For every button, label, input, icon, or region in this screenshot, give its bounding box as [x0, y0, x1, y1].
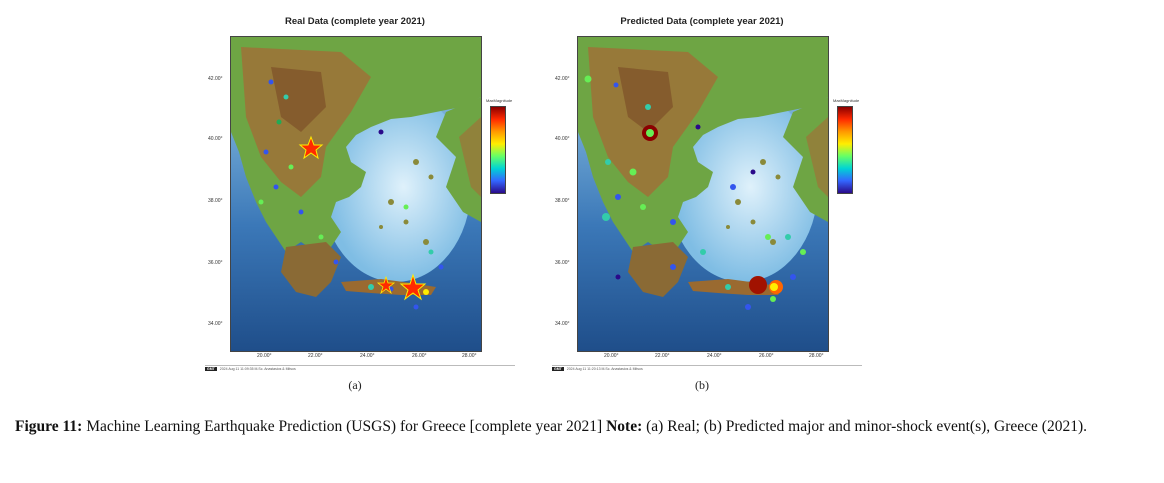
lat-tick: 42.00° [555, 76, 570, 82]
gmt-badge: GMT [205, 367, 217, 371]
lon-tick: 26.00° [759, 353, 774, 359]
caption-text: Machine Learning Earthquake Prediction (… [82, 418, 607, 435]
event-markers [258, 79, 444, 310]
footer: GMT 2024 Aug 11 11:09:35 M.Sc. Anastasios… [205, 365, 515, 371]
panel-title: Predicted Data (complete year 2021) [620, 16, 784, 27]
lat-tick: 34.00° [555, 321, 570, 327]
lat-tick: 34.00° [208, 321, 223, 327]
colorbar-label: MaxMagnitude [486, 98, 513, 103]
lat-tick: 38.00° [555, 198, 570, 204]
lon-tick: 28.00° [809, 353, 824, 359]
lat-tick: 36.00° [208, 260, 223, 266]
panel-title: Real Data (complete year 2021) [285, 16, 425, 27]
footer-text: 2024 Aug 11 11:20:13 M.Sc. Anastasios & … [566, 367, 643, 371]
footer: GMT 2024 Aug 11 11:20:13 M.Sc. Anastasios… [552, 365, 862, 371]
panel-sublabel: (a) [348, 378, 362, 392]
lat-tick: 40.00° [555, 136, 570, 142]
gmt-badge: GMT [552, 367, 564, 371]
colorbar-label: MaxMagnitude [833, 98, 860, 103]
lat-tick: 42.00° [208, 76, 223, 82]
lat-tick: 40.00° [208, 136, 223, 142]
event-markers [584, 75, 806, 310]
figure-caption: Figure 11: Machine Learning Earthquake P… [15, 416, 1125, 437]
lat-tick: 38.00° [208, 198, 223, 204]
lon-tick: 28.00° [462, 353, 477, 359]
lon-tick: 24.00° [707, 353, 722, 359]
lon-tick: 22.00° [655, 353, 670, 359]
panel-sublabel: (b) [695, 378, 709, 392]
panel-real: Real Data (complete year 2021) [205, 10, 515, 392]
footer-text: 2024 Aug 11 11:09:35 M.Sc. Anastasios & … [219, 367, 296, 371]
lon-tick: 22.00° [308, 353, 323, 359]
colorbar [837, 106, 853, 194]
panel-predicted: Predicted Data (complete year 2021) [552, 10, 862, 392]
lon-tick: 24.00° [360, 353, 375, 359]
map-real [230, 36, 482, 352]
caption-label: Figure 11: [15, 418, 83, 435]
lon-tick: 20.00° [604, 353, 619, 359]
map-predicted [577, 36, 829, 352]
caption-note-label: Note: [606, 418, 643, 435]
lon-tick: 20.00° [257, 353, 272, 359]
caption-note-text: (a) Real; (b) Predicted major and minor-… [642, 418, 1087, 435]
colorbar [490, 106, 506, 194]
lon-tick: 26.00° [412, 353, 427, 359]
lat-tick: 36.00° [555, 260, 570, 266]
